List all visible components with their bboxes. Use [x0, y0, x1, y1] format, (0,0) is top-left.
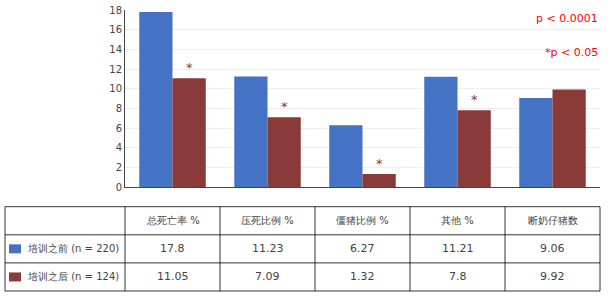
svg-text:总死亡率 %: 总死亡率 %	[146, 215, 200, 226]
svg-text:僵猪比例 %: 僵猪比例 %	[336, 215, 389, 226]
svg-text:*: *	[281, 99, 288, 114]
svg-text:*: *	[186, 60, 193, 75]
svg-text:17.8: 17.8	[160, 242, 185, 255]
svg-text:培训之前 (n = 220): 培训之前 (n = 220)	[27, 243, 119, 254]
svg-text:培训之后 (n = 124): 培训之后 (n = 124)	[27, 271, 119, 282]
svg-text:11.05: 11.05	[157, 270, 189, 283]
svg-text:4: 4	[116, 142, 122, 153]
svg-text:*: *	[376, 156, 383, 171]
svg-text:6.27: 6.27	[350, 242, 375, 255]
svg-text:16: 16	[109, 24, 122, 35]
svg-text:12: 12	[109, 64, 122, 75]
svg-text:9.06: 9.06	[540, 242, 565, 255]
svg-text:11.21: 11.21	[442, 242, 474, 255]
svg-text:压死比例 %: 压死比例 %	[241, 215, 294, 226]
svg-text:0: 0	[116, 182, 122, 193]
svg-text:8: 8	[116, 103, 122, 114]
svg-text:7.09: 7.09	[255, 270, 280, 283]
svg-text:18: 18	[109, 5, 122, 16]
svg-text:1.32: 1.32	[350, 270, 375, 283]
svg-text:*p < 0.05: *p < 0.05	[545, 46, 598, 59]
svg-text:10: 10	[109, 83, 122, 94]
svg-text:p < 0.0001: p < 0.0001	[536, 12, 598, 25]
svg-text:其他 %: 其他 %	[441, 215, 474, 226]
svg-text:断奶仔猪数: 断奶仔猪数	[528, 215, 578, 226]
svg-text:2: 2	[116, 162, 122, 173]
svg-text:14: 14	[109, 44, 122, 55]
svg-text:6: 6	[116, 123, 122, 134]
svg-text:*: *	[471, 92, 478, 107]
svg-text:9.92: 9.92	[540, 270, 565, 283]
svg-text:11.23: 11.23	[252, 242, 284, 255]
svg-text:7.8: 7.8	[449, 270, 467, 283]
